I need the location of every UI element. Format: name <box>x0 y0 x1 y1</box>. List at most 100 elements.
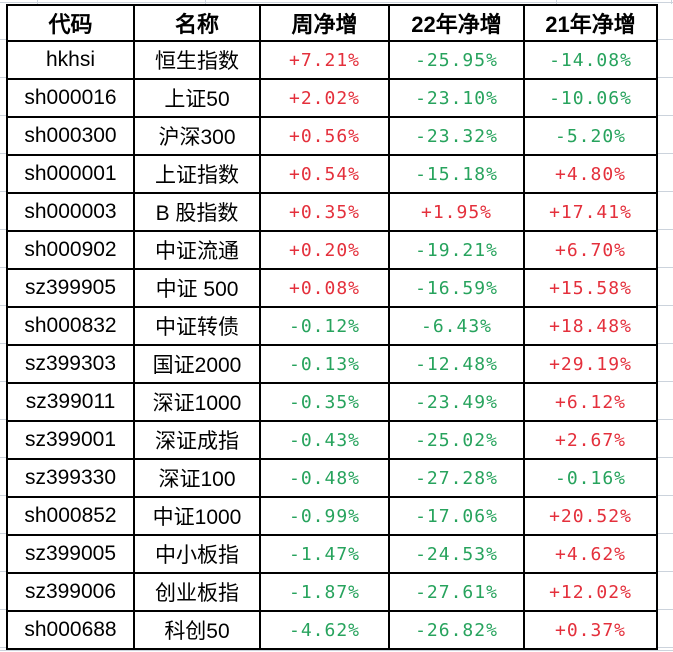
header-2021-net[interactable]: 21年净增 <box>523 4 658 42</box>
net-change-2021-cell[interactable]: +2.67% <box>523 420 658 460</box>
index-code-cell[interactable]: sz399330 <box>6 458 135 498</box>
index-name-cell[interactable]: 中证1000 <box>133 496 261 536</box>
index-code-cell[interactable]: sh000016 <box>6 78 135 118</box>
index-code-cell[interactable]: sh000001 <box>6 154 135 194</box>
index-code-cell[interactable]: sz399303 <box>6 344 135 384</box>
index-code-cell[interactable]: sz399001 <box>6 420 135 460</box>
net-change-2022-cell[interactable]: -25.95% <box>388 40 525 80</box>
index-name-cell[interactable]: 深证100 <box>133 458 261 498</box>
week-net-change-cell[interactable]: +0.35% <box>259 192 390 232</box>
index-code-cell[interactable]: sz399905 <box>6 268 135 308</box>
net-change-2022-cell[interactable]: -23.32% <box>388 116 525 156</box>
index-code-cell[interactable]: sh000852 <box>6 496 135 536</box>
index-code-cell[interactable]: sh000688 <box>6 610 135 650</box>
net-change-2022-cell[interactable]: -27.61% <box>388 572 525 612</box>
week-net-change-cell[interactable]: -0.43% <box>259 420 390 460</box>
index-code-cell[interactable]: sh000832 <box>6 306 135 346</box>
net-change-2022-cell[interactable]: -24.53% <box>388 534 525 574</box>
table-row: sz399006 创业板指 -1.87% -27.61% +12.02% <box>6 572 658 612</box>
index-code-cell[interactable]: sh000300 <box>6 116 135 156</box>
net-change-2022-cell[interactable]: -16.59% <box>388 268 525 308</box>
index-name-cell[interactable]: 国证2000 <box>133 344 261 384</box>
net-change-2021-cell[interactable]: +18.48% <box>523 306 658 346</box>
table-row: sz399905 中证 500 +0.08% -16.59% +15.58% <box>6 268 658 308</box>
net-change-2021-cell[interactable]: +0.37% <box>523 610 658 650</box>
net-change-2022-cell[interactable]: -19.21% <box>388 230 525 270</box>
index-code-cell[interactable]: sz399011 <box>6 382 135 422</box>
week-net-change-cell[interactable]: -0.13% <box>259 344 390 384</box>
week-net-change-cell[interactable]: -1.47% <box>259 534 390 574</box>
net-change-2021-cell[interactable]: +29.19% <box>523 344 658 384</box>
net-change-2021-cell[interactable]: +4.62% <box>523 534 658 574</box>
net-change-2021-cell[interactable]: +12.02% <box>523 572 658 612</box>
week-net-change-cell[interactable]: +2.02% <box>259 78 390 118</box>
index-name-cell[interactable]: 上证50 <box>133 78 261 118</box>
index-code-cell[interactable]: sh000003 <box>6 192 135 232</box>
net-change-2022-cell[interactable]: -12.48% <box>388 344 525 384</box>
index-name-cell[interactable]: 深证1000 <box>133 382 261 422</box>
index-code-cell[interactable]: sz399006 <box>6 572 135 612</box>
index-name-cell[interactable]: B 股指数 <box>133 192 261 232</box>
net-change-2022-cell[interactable]: -23.49% <box>388 382 525 422</box>
index-name-cell[interactable]: 上证指数 <box>133 154 261 194</box>
table-row: sh000852 中证1000 -0.99% -17.06% +20.52% <box>6 496 658 536</box>
week-net-change-cell[interactable]: +0.56% <box>259 116 390 156</box>
net-change-2021-cell[interactable]: +6.12% <box>523 382 658 422</box>
table-row: sh000688 科创50 -4.62% -26.82% +0.37% <box>6 610 658 650</box>
index-name-cell[interactable]: 科创50 <box>133 610 261 650</box>
net-change-2022-cell[interactable]: -26.82% <box>388 610 525 650</box>
table-row: sh000003 B 股指数 +0.35% +1.95% +17.41% <box>6 192 658 232</box>
net-change-2022-cell[interactable]: -15.18% <box>388 154 525 194</box>
spreadsheet-gridline-stubs-right <box>658 39 673 649</box>
net-change-2021-cell[interactable]: -10.06% <box>523 78 658 118</box>
net-change-2022-cell[interactable]: -17.06% <box>388 496 525 536</box>
net-change-2022-cell[interactable]: -25.02% <box>388 420 525 460</box>
week-net-change-cell[interactable]: +0.54% <box>259 154 390 194</box>
index-name-cell[interactable]: 恒生指数 <box>133 40 261 80</box>
week-net-change-cell[interactable]: -1.87% <box>259 572 390 612</box>
net-change-2021-cell[interactable]: -5.20% <box>523 116 658 156</box>
week-net-change-cell[interactable]: -0.99% <box>259 496 390 536</box>
week-net-change-cell[interactable]: -0.48% <box>259 458 390 498</box>
net-change-2021-cell[interactable]: +6.70% <box>523 230 658 270</box>
spreadsheet-gridline-stubs-left <box>0 39 6 649</box>
table-row: sh000300 沪深300 +0.56% -23.32% -5.20% <box>6 116 658 156</box>
header-row: 代码 名称 周净增 22年净增 21年净增 <box>6 4 658 42</box>
index-name-cell[interactable]: 深证成指 <box>133 420 261 460</box>
net-change-2022-cell[interactable]: -27.28% <box>388 458 525 498</box>
week-net-change-cell[interactable]: -0.35% <box>259 382 390 422</box>
index-name-cell[interactable]: 中证转债 <box>133 306 261 346</box>
index-name-cell[interactable]: 沪深300 <box>133 116 261 156</box>
index-name-cell[interactable]: 中证 500 <box>133 268 261 308</box>
index-code-cell[interactable]: hkhsi <box>6 40 135 80</box>
table-row: sh000832 中证转债 -0.12% -6.43% +18.48% <box>6 306 658 346</box>
net-change-2022-cell[interactable]: -6.43% <box>388 306 525 346</box>
week-net-change-cell[interactable]: +0.20% <box>259 230 390 270</box>
net-change-2021-cell[interactable]: +20.52% <box>523 496 658 536</box>
header-week-net[interactable]: 周净增 <box>259 4 390 42</box>
spreadsheet-gridline-tick <box>205 0 206 4</box>
index-code-cell[interactable]: sh000902 <box>6 230 135 270</box>
week-net-change-cell[interactable]: +0.08% <box>259 268 390 308</box>
net-change-2021-cell[interactable]: +15.58% <box>523 268 658 308</box>
header-name[interactable]: 名称 <box>133 4 261 42</box>
net-change-2021-cell[interactable]: -14.08% <box>523 40 658 80</box>
index-name-cell[interactable]: 中证流通 <box>133 230 261 270</box>
table-row: sh000902 中证流通 +0.20% -19.21% +6.70% <box>6 230 658 270</box>
index-name-cell[interactable]: 中小板指 <box>133 534 261 574</box>
net-change-2022-cell[interactable]: -23.10% <box>388 78 525 118</box>
week-net-change-cell[interactable]: -0.12% <box>259 306 390 346</box>
net-change-2021-cell[interactable]: -0.16% <box>523 458 658 498</box>
index-performance-table: 代码 名称 周净增 22年净增 21年净增 hkhsi 恒生指数 +7.21% … <box>6 4 658 650</box>
net-change-2021-cell[interactable]: +17.41% <box>523 192 658 232</box>
week-net-change-cell[interactable]: -4.62% <box>259 610 390 650</box>
index-code-cell[interactable]: sz399005 <box>6 534 135 574</box>
spreadsheet-gridline-tick <box>556 0 557 4</box>
net-change-2021-cell[interactable]: +4.80% <box>523 154 658 194</box>
week-net-change-cell[interactable]: +7.21% <box>259 40 390 80</box>
net-change-2022-cell[interactable]: +1.95% <box>388 192 525 232</box>
header-2022-net[interactable]: 22年净增 <box>388 4 525 42</box>
index-name-cell[interactable]: 创业板指 <box>133 572 261 612</box>
header-code[interactable]: 代码 <box>6 4 135 42</box>
